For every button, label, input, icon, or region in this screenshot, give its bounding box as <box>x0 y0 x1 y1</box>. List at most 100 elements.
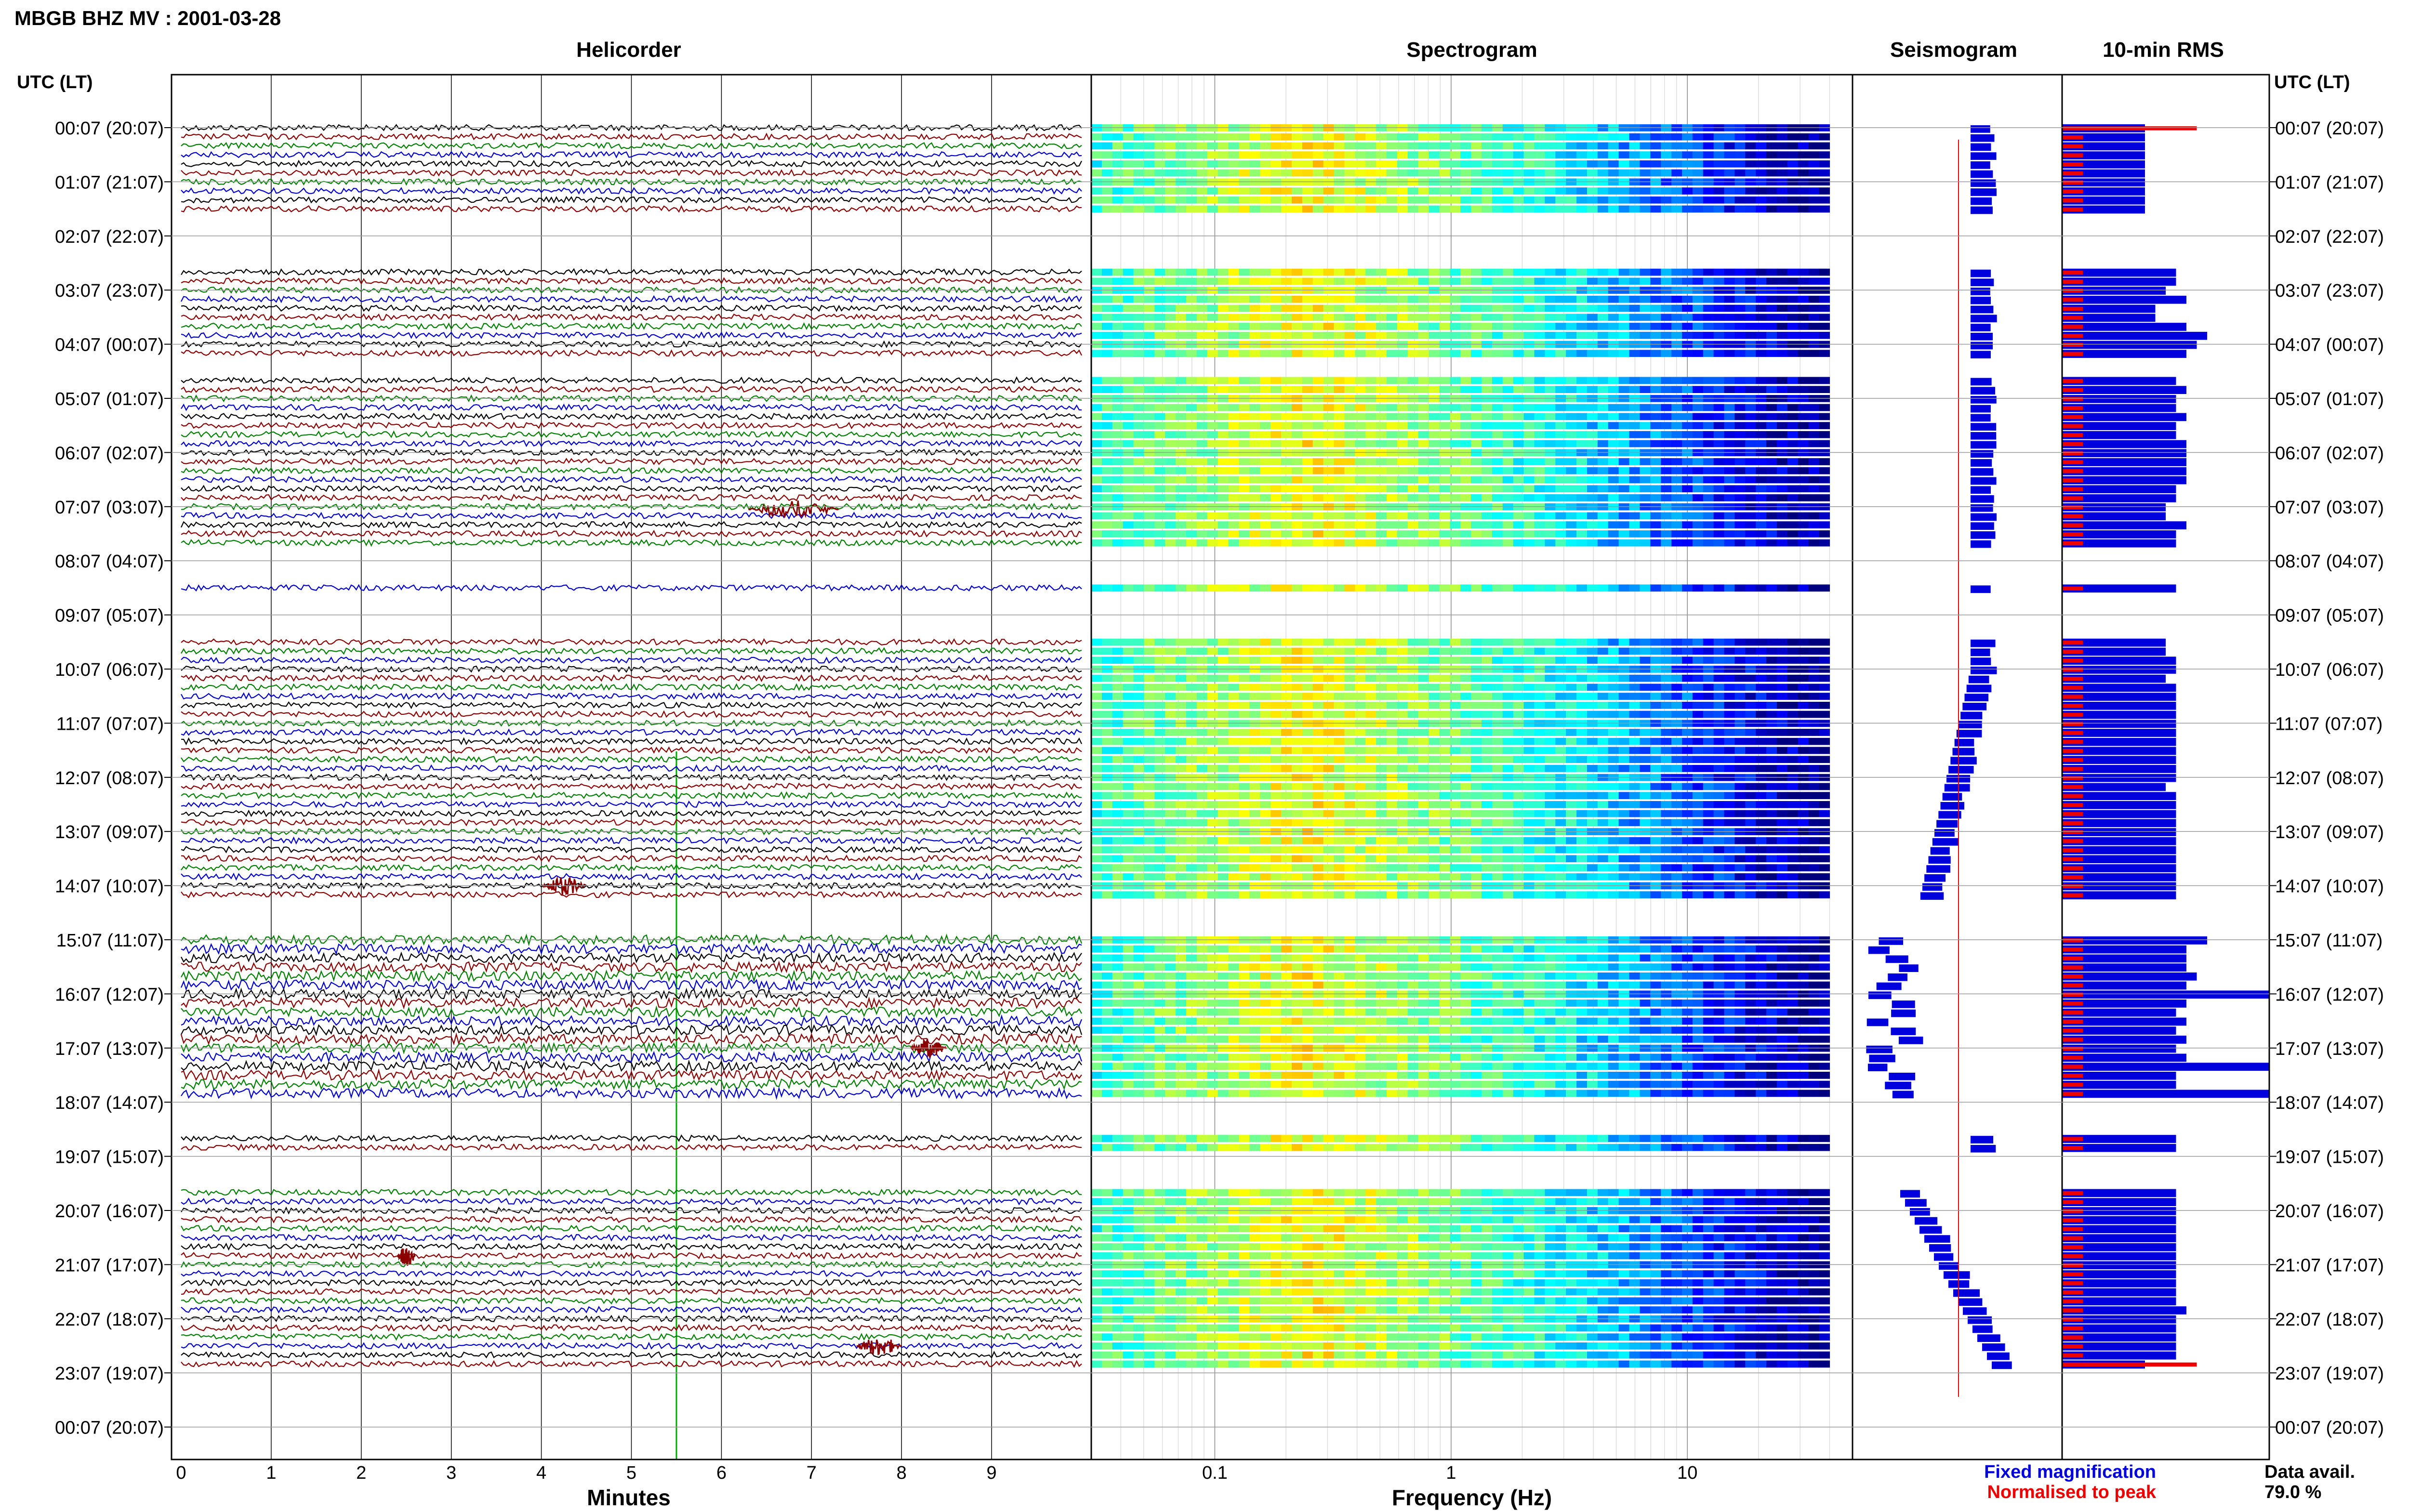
spectrogram-cell <box>1756 314 1767 321</box>
spectrogram-cell <box>1344 792 1355 799</box>
spectrogram-cell <box>1323 737 1335 745</box>
spectrogram-cell <box>1334 187 1345 195</box>
spectrogram-cell <box>1196 783 1208 790</box>
spectrogram-cell <box>1724 422 1735 429</box>
spectrogram-cell <box>1555 467 1566 474</box>
spectrogram-cell <box>1566 756 1577 763</box>
spectrogram-cell <box>1756 521 1767 528</box>
spectrogram-cell <box>1608 205 1619 213</box>
spectrogram-cell <box>1587 350 1598 357</box>
spectrogram-cell <box>1429 756 1440 763</box>
spectrogram-cell <box>1502 891 1514 899</box>
spectrogram-cell <box>1355 458 1366 465</box>
spectrogram-cell <box>1618 350 1630 357</box>
spectrogram-cell <box>1713 476 1725 484</box>
spectrogram-cell <box>1344 458 1355 465</box>
spectrogram-cell <box>1260 729 1271 736</box>
spectrogram-cell <box>1566 846 1577 854</box>
spectrogram-cell <box>1661 151 1672 158</box>
spectrogram-cell <box>1376 404 1387 411</box>
spectrogram-cell <box>1176 747 1187 754</box>
spectrogram-cell <box>1271 810 1282 817</box>
spectrogram-cell <box>1502 657 1514 664</box>
spectrogram-cell <box>1745 169 1756 177</box>
spectrogram-cell <box>1618 268 1630 276</box>
spectrogram-cell <box>1597 864 1609 871</box>
spectrogram-cell <box>1196 512 1208 520</box>
spectrogram-cell <box>1302 295 1313 303</box>
spectrogram-cell <box>1661 467 1672 474</box>
spectrogram-cell <box>1523 873 1535 881</box>
spectrogram-cell <box>1482 747 1493 754</box>
spectrogram-cell <box>1523 169 1535 177</box>
spectrogram-cell <box>1165 476 1176 484</box>
spectrogram-cell <box>1777 431 1788 438</box>
spectrogram-cell <box>1555 837 1566 844</box>
spectrogram-cell <box>1407 494 1419 501</box>
helicorder-trace <box>181 647 1082 655</box>
spectrogram-cell <box>1439 151 1450 158</box>
spectrogram-cell <box>1618 710 1630 718</box>
spectrogram-cell <box>1640 323 1651 330</box>
spectrogram-cell <box>1534 783 1545 790</box>
spectrogram-cell <box>1418 846 1430 854</box>
spectrogram-cell <box>1671 792 1682 799</box>
figure-title: MBGB BHZ MV : 2001-03-28 <box>14 7 281 29</box>
spectrogram-cell <box>1587 205 1598 213</box>
spectrogram-cell <box>1439 314 1450 321</box>
spectrogram-cell <box>1291 873 1303 881</box>
spectrogram-cell <box>1471 133 1482 141</box>
spectrogram-cell <box>1249 323 1260 330</box>
spectrogram-cell <box>1692 196 1704 204</box>
spectrogram-cell <box>1513 196 1524 204</box>
spectrogram-cell <box>1671 314 1682 321</box>
spectrogram-cell <box>1671 846 1682 854</box>
spectrogram-cell <box>1681 638 1693 646</box>
spectrogram-cell <box>1734 304 1746 312</box>
spectrogram-cell <box>1112 169 1124 177</box>
spectrogram-cell <box>1756 151 1767 158</box>
spectrogram-cell <box>1482 160 1493 168</box>
spectrogram-cell <box>1355 169 1366 177</box>
spectrogram-cell <box>1460 413 1471 421</box>
spectrogram-cell <box>1523 196 1535 204</box>
spectrogram-cell <box>1312 647 1324 655</box>
spectrogram-cell <box>1545 710 1556 718</box>
spectrogram-cell <box>1429 331 1440 339</box>
helicorder-trace <box>181 286 1082 294</box>
spectrogram-cell <box>1439 485 1450 493</box>
spectrogram-cell <box>1323 331 1335 339</box>
spectrogram-cell <box>1502 422 1514 429</box>
spectrogram-cell <box>1344 151 1355 158</box>
spectrogram-cell <box>1692 386 1704 393</box>
spectrogram-cell <box>1091 268 1102 276</box>
spectrogram-cell <box>1302 756 1313 763</box>
spectrogram-cell <box>1808 710 1820 718</box>
spectrogram-cell <box>1144 295 1155 303</box>
spectrogram-cell <box>1587 431 1598 438</box>
spectrogram-cell <box>1587 151 1598 158</box>
spectrogram-cell <box>1271 169 1282 177</box>
spectrogram-cell <box>1355 205 1366 213</box>
spectrogram-cell <box>1724 196 1735 204</box>
spectrogram-cell <box>1418 377 1430 384</box>
spectrogram-cell <box>1482 404 1493 411</box>
spectrogram-cell <box>1281 539 1292 547</box>
spectrogram-cell <box>1176 765 1187 772</box>
spectrogram-cell <box>1165 323 1176 330</box>
spectrogram-cell <box>1249 819 1260 827</box>
spectrogram-cell <box>1650 295 1661 303</box>
spectrogram-cell <box>1523 584 1535 592</box>
helicorder-trace <box>181 855 1082 863</box>
spectrogram-cell <box>1249 539 1260 547</box>
spectrogram-cell <box>1502 331 1514 339</box>
spectrogram-cell <box>1661 765 1672 772</box>
helicorder-panel-title: Helicorder <box>576 38 681 62</box>
spectrogram-cell <box>1513 467 1524 474</box>
spectrogram-cell <box>1545 674 1556 682</box>
spectrogram-cell <box>1513 638 1524 646</box>
spectrogram-cell <box>1471 729 1482 736</box>
spectrogram-cell <box>1492 584 1503 592</box>
spectrogram-cell <box>1513 169 1524 177</box>
spectrogram-cell <box>1407 729 1419 736</box>
